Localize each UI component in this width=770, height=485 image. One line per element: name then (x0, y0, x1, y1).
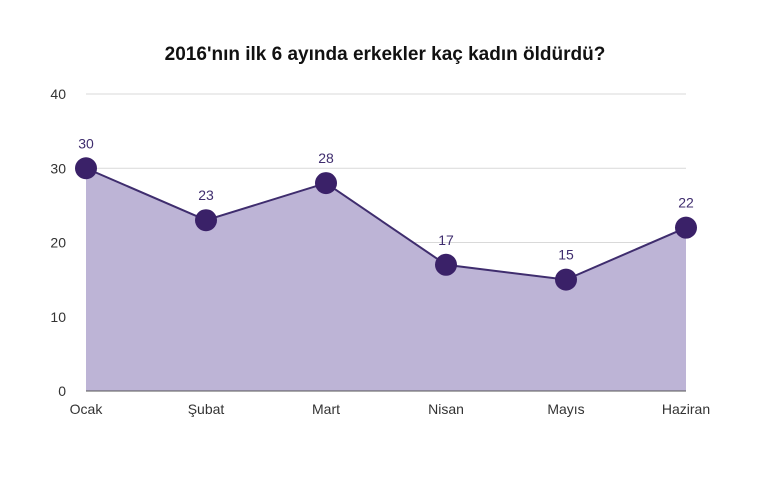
data-label: 17 (438, 232, 454, 248)
data-label: 30 (78, 135, 94, 151)
x-tick-label: Ocak (70, 401, 104, 417)
data-label: 23 (198, 187, 214, 203)
data-label: 15 (558, 247, 574, 263)
y-tick-label: 10 (50, 309, 66, 325)
y-tick-label: 40 (50, 86, 66, 102)
y-tick-label: 20 (50, 235, 66, 251)
x-tick-label: Nisan (428, 401, 464, 417)
y-tick-label: 30 (50, 160, 66, 176)
series-line (85, 167, 687, 281)
x-tick-label: Haziran (662, 401, 710, 417)
data-point-Haziran (675, 216, 697, 239)
x-tick-label: Şubat (188, 401, 225, 417)
x-tick-label: Mart (312, 401, 340, 417)
chart-title: 2016'nın ilk 6 ayında erkekler kaç kadın… (164, 44, 606, 65)
x-tick-label: Mayıs (547, 401, 584, 417)
data-point-Ocak (75, 157, 97, 180)
y-tick-label: 0 (58, 383, 66, 399)
series-area-fill (86, 168, 686, 391)
data-point-Mart (315, 172, 337, 195)
data-point-Mayıs (555, 268, 577, 291)
data-point-Nisan (435, 253, 457, 276)
data-point-Şubat (195, 209, 217, 232)
area-fill-layer (86, 168, 686, 391)
data-label: 28 (318, 150, 334, 166)
data-label: 22 (678, 195, 694, 211)
series-line-layer (85, 167, 687, 281)
labels: 0 10 20 30 40 30 Ocak 23 Şubat 28 Mart 17 Nisan 15 May… (50, 86, 710, 417)
markers (75, 157, 697, 291)
